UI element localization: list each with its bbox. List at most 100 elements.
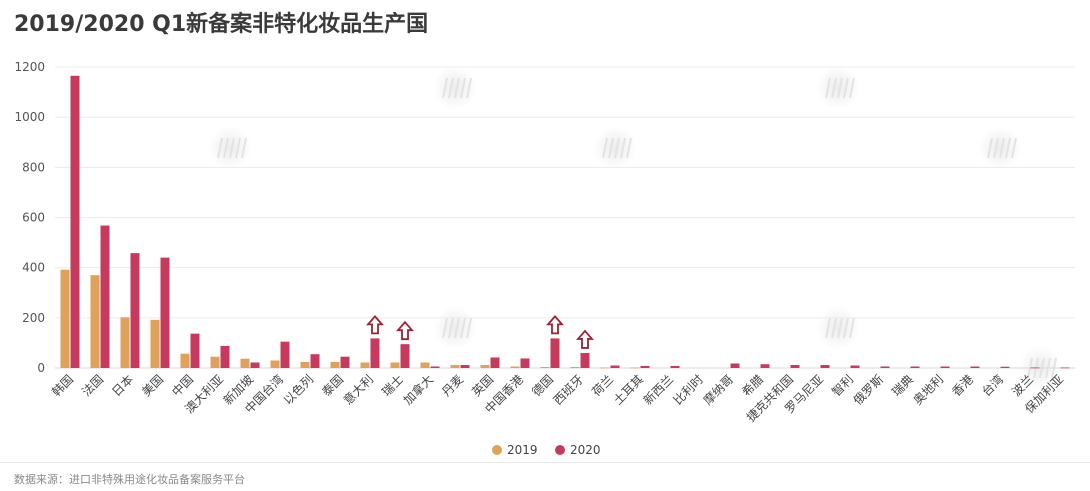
up-arrow-icon	[366, 315, 384, 335]
x-tick-label: 以色列	[281, 372, 316, 407]
y-tick-label: 800	[22, 160, 45, 174]
bar-2020-奥地利	[940, 366, 950, 368]
bar-2020-新加坡	[250, 362, 260, 368]
bar-2019-日本	[120, 317, 130, 368]
x-tick-label: 摩纳哥	[700, 372, 736, 408]
up-arrow-icon	[396, 320, 414, 341]
bar-2019-中国	[180, 353, 190, 368]
y-tick-label: 400	[22, 261, 45, 275]
bar-2019-荷兰	[600, 367, 610, 369]
bar-2020-土耳其	[640, 365, 650, 368]
bar-2020-西班牙	[580, 352, 590, 368]
x-tick-label: 法国	[79, 372, 106, 399]
bar-2020-韩国	[70, 75, 80, 368]
bar-2020-法国	[100, 225, 110, 368]
bar-2019-美国	[150, 319, 160, 368]
bar-2020-德国	[550, 338, 560, 368]
up-arrow-icon	[546, 315, 564, 335]
bar-2020-澳大利亚	[220, 345, 230, 368]
bar-2020-瑞典	[910, 366, 920, 368]
y-axis: 0 200 400 600 800 1000 1200	[14, 60, 45, 375]
bar-2020-泰国	[340, 356, 350, 368]
data-source-note: 数据来源：进口非特殊用途化妆品备案服务平台	[14, 473, 245, 486]
x-tick-label: 智利	[829, 372, 857, 400]
bar-2020-保加利亚	[1060, 367, 1070, 369]
bar-2020-丹麦	[460, 364, 470, 368]
bar-2020-瑞士	[400, 344, 410, 368]
bar-2020-香港	[970, 366, 980, 368]
bar-2019-土耳其	[630, 367, 640, 369]
watermark-logo-icon	[433, 66, 477, 110]
watermark-logo-icon	[816, 66, 860, 110]
x-tick-label: 丹麦	[439, 372, 466, 399]
x-tick-label: 西班牙	[551, 372, 586, 407]
bar-2020-摩纳哥	[730, 363, 740, 368]
x-tick-label: 台湾	[979, 372, 1007, 400]
bar-2020-英国	[490, 357, 500, 368]
x-tick-label: 俄罗斯	[851, 372, 886, 407]
y-tick-label: 0	[37, 361, 45, 375]
bar-2019-中国香港	[510, 366, 520, 368]
bar-2019-德国	[540, 366, 550, 368]
legend-marker-2019	[492, 445, 502, 455]
bar-2019-西班牙	[570, 366, 580, 368]
bar-2019-法国	[90, 275, 100, 368]
bar-2019-澳大利亚	[210, 356, 220, 368]
bar-2019-意大利	[360, 362, 370, 368]
watermark-logo-icon	[593, 126, 637, 170]
bar-2019-瑞士	[390, 362, 400, 368]
bar-2020-希腊	[760, 364, 770, 368]
y-tick-label: 1000	[14, 110, 45, 124]
bar-2019-丹麦	[450, 364, 460, 368]
bar-2020-中国	[190, 333, 200, 368]
up-arrow-icon	[576, 329, 594, 349]
bar-2019-新加坡	[240, 358, 250, 368]
bars	[60, 75, 1070, 369]
x-tick-label: 加拿大	[400, 372, 436, 408]
chart-title: 2019/2020 Q1新备案非特化妆品生产国	[14, 12, 429, 37]
bar-2019-韩国	[60, 269, 70, 368]
y-tick-label: 200	[22, 311, 45, 325]
watermark-layer	[208, 66, 1062, 390]
bar-2019-加拿大	[420, 362, 430, 368]
watermark-logo-icon	[433, 306, 477, 350]
x-tick-label: 中国	[169, 372, 197, 400]
x-tick-label: 香港	[949, 372, 976, 399]
x-tick-label: 希腊	[739, 372, 767, 400]
y-tick-label: 600	[22, 211, 45, 225]
bar-2020-以色列	[310, 354, 320, 368]
x-tick-label: 奥地利	[911, 372, 946, 407]
legend: 2019 2020	[492, 443, 601, 457]
x-tick-label: 日本	[109, 372, 136, 399]
x-tick-label: 新西兰	[640, 372, 676, 408]
bar-2019-泰国	[330, 361, 340, 368]
x-tick-label: 意大利	[340, 372, 376, 408]
bar-2020-俄罗斯	[880, 366, 890, 368]
legend-label-2019: 2019	[507, 443, 538, 457]
bar-2019-英国	[480, 364, 490, 368]
bar-2020-台湾	[1000, 366, 1010, 368]
x-tick-label: 美国	[139, 372, 166, 399]
watermark-logo-icon	[978, 126, 1022, 170]
watermark-logo-icon	[208, 126, 252, 170]
y-tick-label: 1200	[14, 60, 45, 74]
bar-2020-捷克共和国	[790, 364, 800, 368]
footer-divider	[0, 462, 1090, 463]
x-tick-label: 土耳其	[611, 372, 646, 407]
bar-2020-意大利	[370, 338, 380, 368]
x-tick-label: 韩国	[49, 372, 77, 400]
legend-marker-2020	[555, 445, 565, 455]
bar-2020-荷兰	[610, 365, 620, 368]
gridlines	[55, 66, 1075, 369]
legend-label-2020: 2020	[570, 443, 601, 457]
bar-2020-加拿大	[430, 366, 440, 368]
bar-2020-罗马尼亚	[820, 364, 830, 368]
bar-2020-智利	[850, 365, 860, 368]
watermark-logo-icon	[816, 306, 860, 350]
bar-2020-日本	[130, 253, 140, 368]
bar-2019-中国台湾	[270, 360, 280, 368]
bar-2020-美国	[160, 257, 170, 368]
highlight-arrows	[366, 315, 594, 349]
